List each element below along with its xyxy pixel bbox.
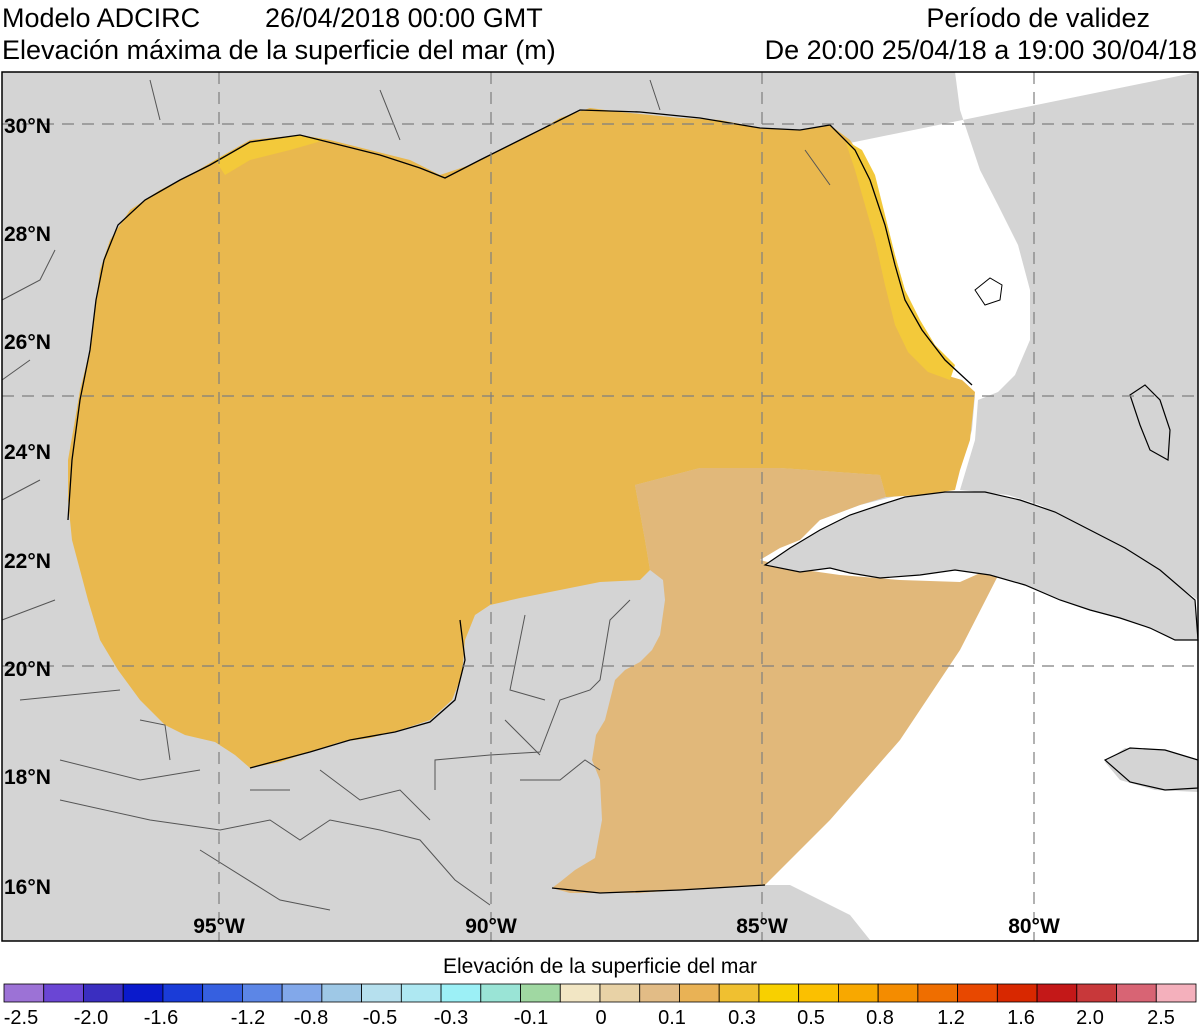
- gulf-coastline: [67, 109, 973, 894]
- lat-label-26n: 26°N: [4, 331, 51, 354]
- lon-label-95w: 95°W: [193, 915, 245, 938]
- colorbar-cell: [877, 983, 919, 1003]
- colorbar-cell: [838, 983, 879, 1003]
- colorbar-tick-label: 1.2: [937, 1007, 965, 1028]
- lat-label-28n: 28°N: [4, 223, 51, 246]
- colorbar-tick-label: 1.6: [1007, 1007, 1035, 1028]
- colorbar-cell: [43, 983, 84, 1003]
- caribbean-surge: [552, 468, 1005, 893]
- colorbar-cell: [400, 983, 442, 1003]
- bahamas-islands: [1129, 384, 1171, 461]
- colorbar-cell: [758, 983, 800, 1003]
- colorbar-cell: [957, 983, 998, 1003]
- country-borders: [1, 79, 831, 911]
- colorbar-tick-label: 0: [595, 1007, 606, 1028]
- validity-range: De 20:00 25/04/18 a 19:00 30/04/18: [764, 35, 1197, 65]
- colorbar-title: Elevación de la superficie del mar: [443, 955, 757, 978]
- colorbar-cell: [162, 983, 204, 1003]
- lat-label-16n: 16°N: [4, 876, 51, 899]
- colorbar-cell: [1036, 983, 1078, 1003]
- colorbar-cell: [202, 983, 243, 1003]
- model-name: Modelo ADCIRC: [2, 3, 201, 33]
- colorbar-cell: [1076, 983, 1117, 1003]
- colorbar-tick-label: 0.1: [658, 1007, 686, 1028]
- map-subtitle: Elevación máxima de la superficie del ma…: [2, 35, 556, 65]
- graticule: [2, 72, 1198, 941]
- colorbar-tick-label: -2.5: [4, 1007, 38, 1028]
- colorbar-tick-label: 2.0: [1076, 1007, 1104, 1028]
- map-frame: [1, 71, 1199, 942]
- colorbar-tick-label: -0.3: [434, 1007, 468, 1028]
- colorbar: -2.5 -2.0 -1.6 -1.2 -0.8 -0.5 -0.3 -0.1 0 0.1 0.3 0…: [3, 983, 1197, 1028]
- colorbar-cell: [281, 983, 323, 1003]
- colorbar-cell: [679, 983, 720, 1003]
- lon-label-85w: 85°W: [736, 915, 788, 938]
- colorbar-tick-label: 0.3: [728, 1007, 756, 1028]
- colorbar-cell: [996, 983, 1038, 1003]
- lat-label-18n: 18°N: [4, 766, 51, 789]
- lon-label-80w: 80°W: [1008, 915, 1060, 938]
- colorbar-cell: [798, 983, 839, 1003]
- lat-label-24n: 24°N: [4, 441, 51, 464]
- colorbar-cell: [559, 983, 601, 1003]
- colorbar-tick-label: -0.1: [514, 1007, 548, 1028]
- colorbar-cell: [599, 983, 641, 1003]
- texas-coast-surge: [215, 135, 325, 175]
- colorbar-tick-label: -0.8: [294, 1007, 328, 1028]
- colorbar-tick-label: -1.2: [231, 1007, 265, 1028]
- colorbar-cell: [1116, 983, 1157, 1003]
- colorbar-cell: [718, 983, 760, 1003]
- colorbar-cell: [3, 983, 45, 1003]
- lake-okeechobee: [974, 277, 1003, 306]
- colorbar-cell: [321, 983, 363, 1003]
- colorbar-tick-label: -2.0: [74, 1007, 108, 1028]
- validity-title: Período de validez: [926, 3, 1150, 33]
- colorbar-tick-label: -1.6: [144, 1007, 178, 1028]
- forecast-datetime: 26/04/2018 00:00 GMT: [265, 3, 543, 33]
- florida-coast-surge: [845, 140, 955, 380]
- colorbar-cell: [83, 983, 124, 1003]
- lat-label-22n: 22°N: [4, 550, 51, 573]
- lon-label-90w: 90°W: [465, 915, 517, 938]
- lat-label-20n: 20°N: [4, 658, 51, 681]
- lat-label-30n: 30°N: [4, 115, 51, 138]
- colorbar-cell: [440, 983, 482, 1003]
- colorbar-cell: [917, 983, 958, 1003]
- colorbar-tick-label: 0.8: [866, 1007, 894, 1028]
- gulf-of-mexico-surge: [68, 108, 975, 768]
- colorbar-cell: [1155, 983, 1197, 1003]
- colorbar-tick-label: 0.5: [797, 1007, 825, 1028]
- colorbar-cell: [480, 983, 521, 1003]
- colorbar-cell: [241, 983, 283, 1003]
- colorbar-tick-label: 2.5: [1147, 1007, 1175, 1028]
- colorbar-cell: [361, 983, 402, 1003]
- colorbar-tick-label: -0.5: [363, 1007, 397, 1028]
- colorbar-cell: [639, 983, 680, 1003]
- colorbar-cell: [520, 983, 561, 1003]
- colorbar-cell: [122, 983, 164, 1003]
